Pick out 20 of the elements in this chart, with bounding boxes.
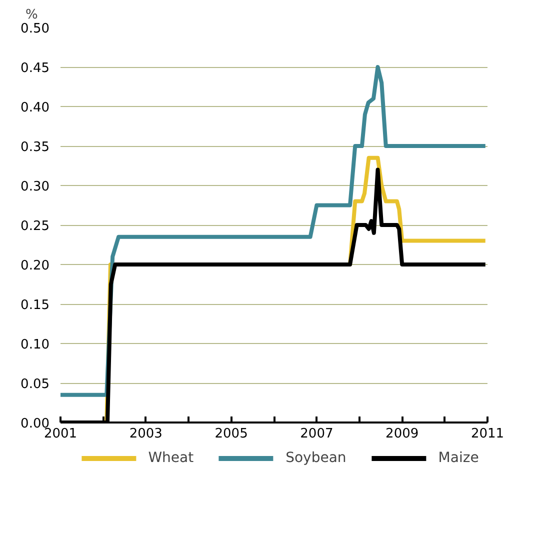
- legend-label: Wheat: [148, 450, 194, 466]
- x-tick-label: 2009: [386, 426, 419, 442]
- x-tick-label: 2005: [214, 426, 248, 442]
- x-tick-label: 2003: [129, 426, 162, 442]
- y-tick-label: 0.50: [20, 22, 50, 36]
- y-tick-label: 0.30: [20, 180, 50, 194]
- x-tick-label: 2001: [44, 426, 78, 442]
- y-tick-label: 0.40: [20, 100, 50, 116]
- y-tick-label: 0.10: [20, 338, 50, 352]
- y-tick-label: 0.45: [20, 61, 50, 76]
- y-tick-label: 0.05: [20, 377, 50, 392]
- legend-label: Maize: [438, 450, 479, 466]
- y-axis-title: %: [26, 8, 38, 22]
- x-tick-label: 2007: [300, 426, 334, 442]
- y-tick-label: 0.20: [20, 258, 50, 274]
- y-tick-label: 0.35: [20, 140, 50, 155]
- x-tick-label: 2011: [470, 426, 504, 442]
- y-tick-label: 0.25: [20, 219, 50, 234]
- y-tick-label: 0.15: [20, 298, 50, 313]
- legend-label: Soybean: [286, 450, 346, 466]
